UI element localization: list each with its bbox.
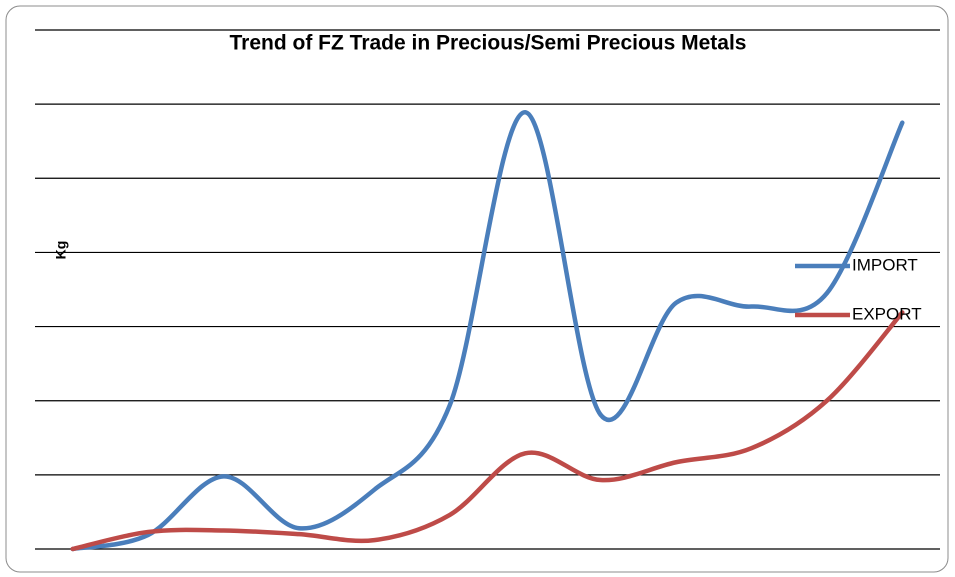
chart-title: Trend of FZ Trade in Precious/Semi Preci… xyxy=(230,32,747,55)
legend-label: IMPORT xyxy=(852,255,918,274)
legend: IMPORT EXPORT xyxy=(795,255,922,323)
y-axis-label: Kg xyxy=(53,241,69,260)
legend-label: EXPORT xyxy=(852,304,922,323)
plot xyxy=(70,110,905,552)
data-line xyxy=(70,110,905,552)
grid xyxy=(35,29,940,550)
data-line xyxy=(70,310,905,552)
